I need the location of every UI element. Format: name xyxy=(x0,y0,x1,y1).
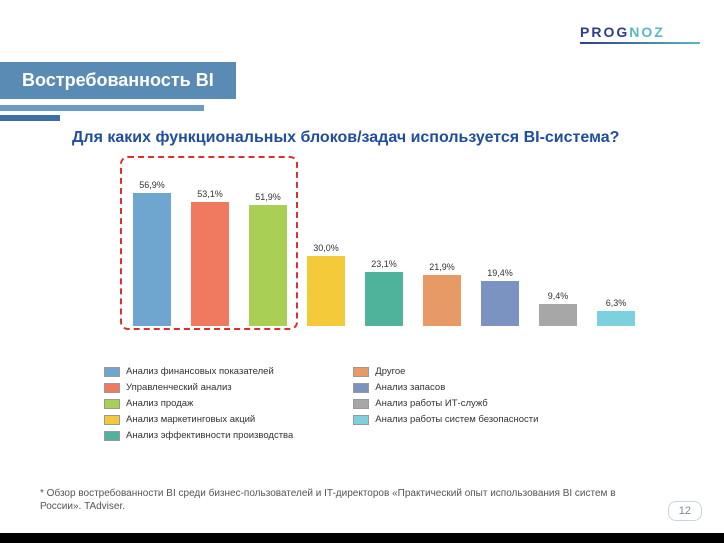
legend-item: Анализ финансовых показателей xyxy=(104,366,293,377)
legend-label: Анализ финансовых показателей xyxy=(126,366,274,377)
legend-item: Анализ продаж xyxy=(104,398,293,409)
legend-swatch xyxy=(353,367,369,377)
question-heading: Для каких функциональных блоков/задач ис… xyxy=(72,128,684,149)
bar: 51,9% xyxy=(246,192,290,326)
legend-swatch xyxy=(353,399,369,409)
legend-swatch xyxy=(104,367,120,377)
bar-rect xyxy=(481,281,519,326)
legend-swatch xyxy=(353,415,369,425)
bottom-bar xyxy=(0,533,724,543)
logo-part2: NOZ xyxy=(629,24,665,40)
legend-label: Анализ работы ИТ-служб xyxy=(375,398,487,409)
legend-label: Анализ запасов xyxy=(375,382,445,393)
logo: PROGNOZ xyxy=(580,24,700,44)
legend-label: Анализ продаж xyxy=(126,398,193,409)
bar-value-label: 51,9% xyxy=(255,192,281,202)
legend-label: Управленческий анализ xyxy=(126,382,232,393)
legend-item: Другое xyxy=(353,366,538,377)
logo-part1: PROG xyxy=(580,24,629,40)
title-block: Востребованность BI xyxy=(0,62,236,121)
bar-rect xyxy=(597,311,635,326)
bar-rect xyxy=(307,256,345,326)
legend-label: Анализ работы систем безопасности xyxy=(375,414,538,425)
bar-rect xyxy=(191,202,229,326)
logo-underline xyxy=(580,42,700,44)
bar-rect xyxy=(249,205,287,326)
legend-item: Анализ маркетинговых акций xyxy=(104,414,293,425)
page-number: 12 xyxy=(668,501,702,521)
bar: 56,9% xyxy=(130,180,174,326)
legend-label: Анализ маркетинговых акций xyxy=(126,414,255,425)
legend-label: Другое xyxy=(375,366,405,377)
legend-item: Анализ запасов xyxy=(353,382,538,393)
bar: 6,3% xyxy=(594,298,638,326)
bar-value-label: 21,9% xyxy=(429,262,455,272)
legend-swatch xyxy=(104,383,120,393)
bar-rect xyxy=(365,272,403,326)
bar-value-label: 30,0% xyxy=(313,243,339,253)
legend-item: Анализ работы ИТ-служб xyxy=(353,398,538,409)
legend-item: Управленческий анализ xyxy=(104,382,293,393)
legend-swatch xyxy=(104,431,120,441)
legend: Анализ финансовых показателей Управленчес… xyxy=(104,366,538,441)
legend-item: Анализ работы систем безопасности xyxy=(353,414,538,425)
legend-label: Анализ эффективности производства xyxy=(126,430,293,441)
page-title: Востребованность BI xyxy=(0,62,236,99)
legend-swatch xyxy=(104,399,120,409)
bar-rect xyxy=(423,275,461,326)
bar: 53,1% xyxy=(188,189,232,326)
decor-stripe xyxy=(0,115,60,121)
bar-chart: 56,9% 53,1% 51,9% 30,0% 23,1% 21,9% 19,4% 9,4% 6… xyxy=(124,176,674,346)
bar-rect xyxy=(133,193,171,326)
decor-stripe xyxy=(0,105,204,111)
footnote: * Обзор востребованности BI среди бизнес… xyxy=(40,487,644,513)
bar-rect xyxy=(539,304,577,326)
legend-item: Анализ эффективности производства xyxy=(104,430,293,441)
bar: 30,0% xyxy=(304,243,348,326)
bar-value-label: 56,9% xyxy=(139,180,165,190)
bar: 9,4% xyxy=(536,291,580,326)
bar-value-label: 9,4% xyxy=(548,291,569,301)
bar-value-label: 6,3% xyxy=(606,298,627,308)
bar-value-label: 53,1% xyxy=(197,189,223,199)
bar: 21,9% xyxy=(420,262,464,326)
legend-swatch xyxy=(104,415,120,425)
legend-swatch xyxy=(353,383,369,393)
bar: 19,4% xyxy=(478,268,522,326)
bar-value-label: 19,4% xyxy=(487,268,513,278)
bar: 23,1% xyxy=(362,259,406,326)
bar-value-label: 23,1% xyxy=(371,259,397,269)
